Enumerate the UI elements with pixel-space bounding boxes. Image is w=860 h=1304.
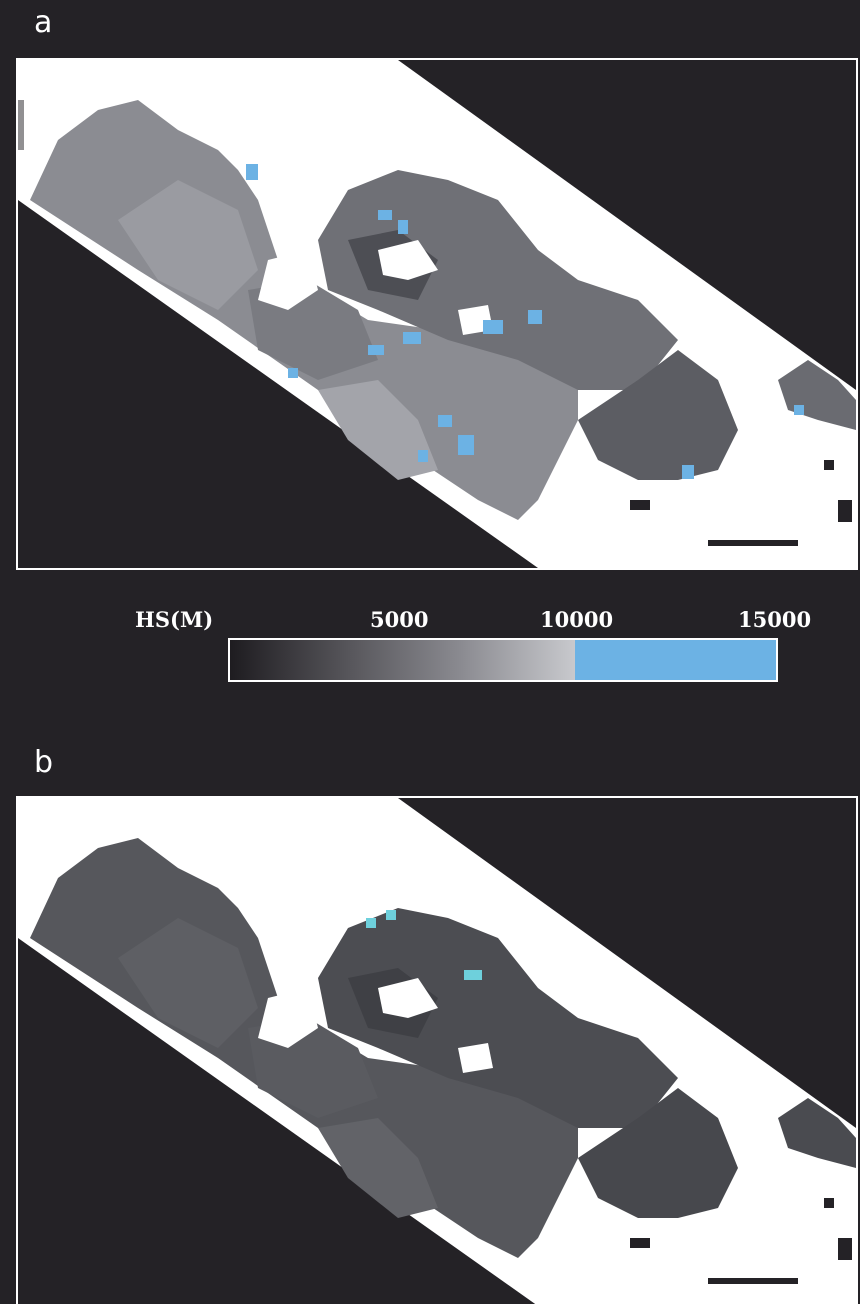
legend-colorbar — [228, 638, 778, 682]
panel-b-letter: b — [34, 745, 54, 780]
map-b-image — [18, 798, 856, 1304]
panel-a-letter: a — [34, 5, 53, 40]
map-a-image — [18, 60, 856, 568]
legend-tick-label: 10000 — [540, 607, 614, 632]
colorbar-gradient — [230, 640, 575, 680]
map-panel-b — [16, 796, 858, 1304]
legend-variable-label: HS(M) — [135, 607, 214, 632]
legend-tick-label: 5000 — [370, 607, 429, 632]
legend-tick-label: 15000 — [738, 607, 812, 632]
colorbar-high-segment — [575, 640, 776, 680]
map-panel-a — [16, 58, 858, 570]
